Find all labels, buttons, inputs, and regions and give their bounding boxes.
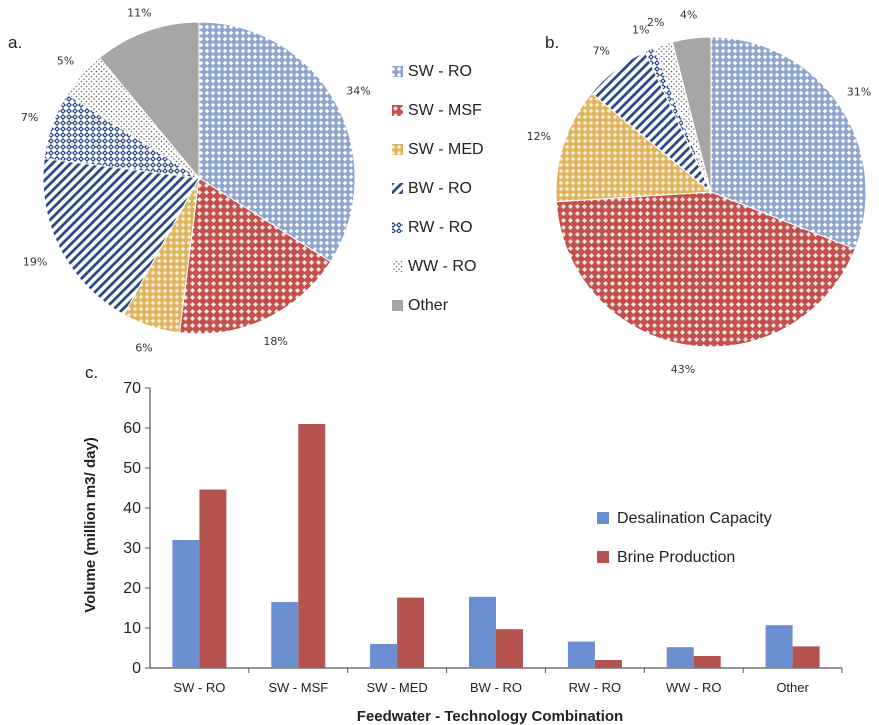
bar-brine — [199, 489, 227, 668]
bar-capacity — [370, 644, 398, 668]
panel-label-b: b. — [545, 33, 559, 52]
x-tick-label: Other — [776, 680, 809, 695]
pie-legend-swatch-sw-msf — [392, 105, 403, 116]
pie-legend-label-sw-ro: SW - RO — [408, 63, 472, 80]
panel-label-c: c. — [85, 363, 98, 382]
pie-a-label-bw-ro: 19% — [23, 256, 47, 269]
x-tick-label: SW - MSF — [268, 680, 328, 695]
pie-a-slice-other — [98, 21, 200, 180]
y-tick-label: 10 — [123, 620, 141, 637]
x-tick-label: WW - RO — [666, 680, 722, 695]
pie-a-label-ww-ro: 5% — [57, 54, 74, 67]
x-tick-label: BW - RO — [470, 680, 522, 695]
x-tick-label: RW - RO — [569, 680, 621, 695]
pie-legend-label-rw-ro: RW - RO — [408, 219, 473, 236]
pie-legend-swatch-sw-ro — [392, 66, 403, 77]
bar-brine — [397, 597, 425, 668]
y-tick-label: 50 — [123, 460, 141, 477]
y-tick-label: 40 — [123, 500, 141, 517]
pie-b-label-ww-ro: 2% — [647, 16, 664, 29]
pie-a-label-rw-ro: 7% — [21, 111, 38, 124]
pie-legend-swatch-sw-med — [392, 144, 403, 155]
y-tick-label: 0 — [132, 660, 141, 677]
y-tick-label: 70 — [123, 380, 141, 397]
pie-b-label-rw-ro: 1% — [632, 24, 649, 37]
x-axis-title: Feedwater - Technology Combination — [357, 708, 623, 725]
pie-a-label-sw-msf: 18% — [263, 335, 287, 348]
pie-legend-label-sw-med: SW - MED — [408, 141, 484, 158]
bar-legend-swatch-brine — [597, 551, 609, 563]
pie-a-label-sw-ro: 34% — [346, 84, 370, 97]
bar-marks — [172, 424, 820, 668]
pie-legend-label-sw-msf: SW - MSF — [408, 102, 482, 119]
pie-a-label-other: 11% — [127, 6, 151, 19]
x-tick-label: SW - MED — [366, 680, 427, 695]
y-tick-label: 20 — [123, 580, 141, 597]
pie-a-slice-sw-msf — [178, 177, 332, 335]
bar-capacity — [271, 602, 299, 668]
bar-brine — [496, 629, 523, 668]
bar-brine — [298, 424, 326, 668]
bar-chart-c: 0 10 20 30 40 50 60 70 SW - RO SW - MSF SW - MED BW… — [82, 380, 843, 725]
bar-capacity — [172, 540, 200, 668]
bar-legend-label-capacity: Desalination Capacity — [617, 510, 772, 527]
pie-b-slice-sw-msf — [555, 191, 856, 348]
bar-legend-label-brine: Brine Production — [617, 549, 735, 566]
pie-b-label-sw-med: 12% — [527, 130, 551, 143]
pie-legend-swatch-ww-ro — [392, 261, 403, 272]
y-axis-title: Volume (million m3/ day) — [82, 437, 99, 613]
pie-legend-label-bw-ro: BW - RO — [408, 180, 472, 197]
pie-legend-label-ww-ro: WW - RO — [408, 258, 476, 275]
pie-b-label-sw-ro: 31% — [847, 85, 871, 98]
pie-legend-swatch-other — [392, 300, 403, 311]
pie-b-slice-sw-med — [555, 92, 713, 203]
pie-legend-swatch-rw-ro — [392, 222, 403, 233]
pie-legend-label-other: Other — [408, 297, 449, 314]
pie-a-slice-sw-ro — [198, 21, 356, 263]
bar-capacity — [765, 625, 793, 668]
pie-b-label-bw-ro: 7% — [593, 45, 610, 58]
bar-brine — [594, 660, 622, 668]
pie-chart-a: 34% 18% 6% 19% 7% 5% 11% — [21, 6, 371, 354]
pie-legend-swatch-bw-ro — [392, 183, 403, 194]
pie-chart-b: 31% 43% 12% 7% 1%2% 4% — [527, 8, 872, 375]
pie-legend: SW - RO SW - MSF SW - MED BW - RO RW - RO WW … — [392, 63, 484, 314]
panel-label-a: a. — [8, 33, 22, 52]
bar-brine — [792, 646, 820, 668]
bar-legend: Desalination Capacity Brine Production — [597, 510, 772, 566]
bar-capacity — [469, 596, 496, 668]
pie-b-label-sw-msf: 43% — [671, 363, 695, 376]
pie-b-label-other: 4% — [680, 8, 697, 21]
y-tick-label: 60 — [123, 420, 141, 437]
pie-b-slice-other — [671, 36, 712, 193]
bar-capacity — [567, 641, 595, 668]
x-tick-label: SW - RO — [173, 680, 225, 695]
bar-legend-swatch-capacity — [597, 512, 609, 524]
bar-capacity — [666, 647, 694, 668]
bar-brine — [693, 656, 721, 668]
y-tick-label: 30 — [123, 540, 141, 557]
bar-axes: 0 10 20 30 40 50 60 70 SW - RO SW - MSF SW - MED BW… — [123, 380, 843, 695]
pie-a-slice-bw-ro — [42, 157, 200, 316]
pie-a-label-sw-med: 6% — [135, 341, 152, 354]
pie-b-slice-sw-ro — [710, 36, 867, 250]
